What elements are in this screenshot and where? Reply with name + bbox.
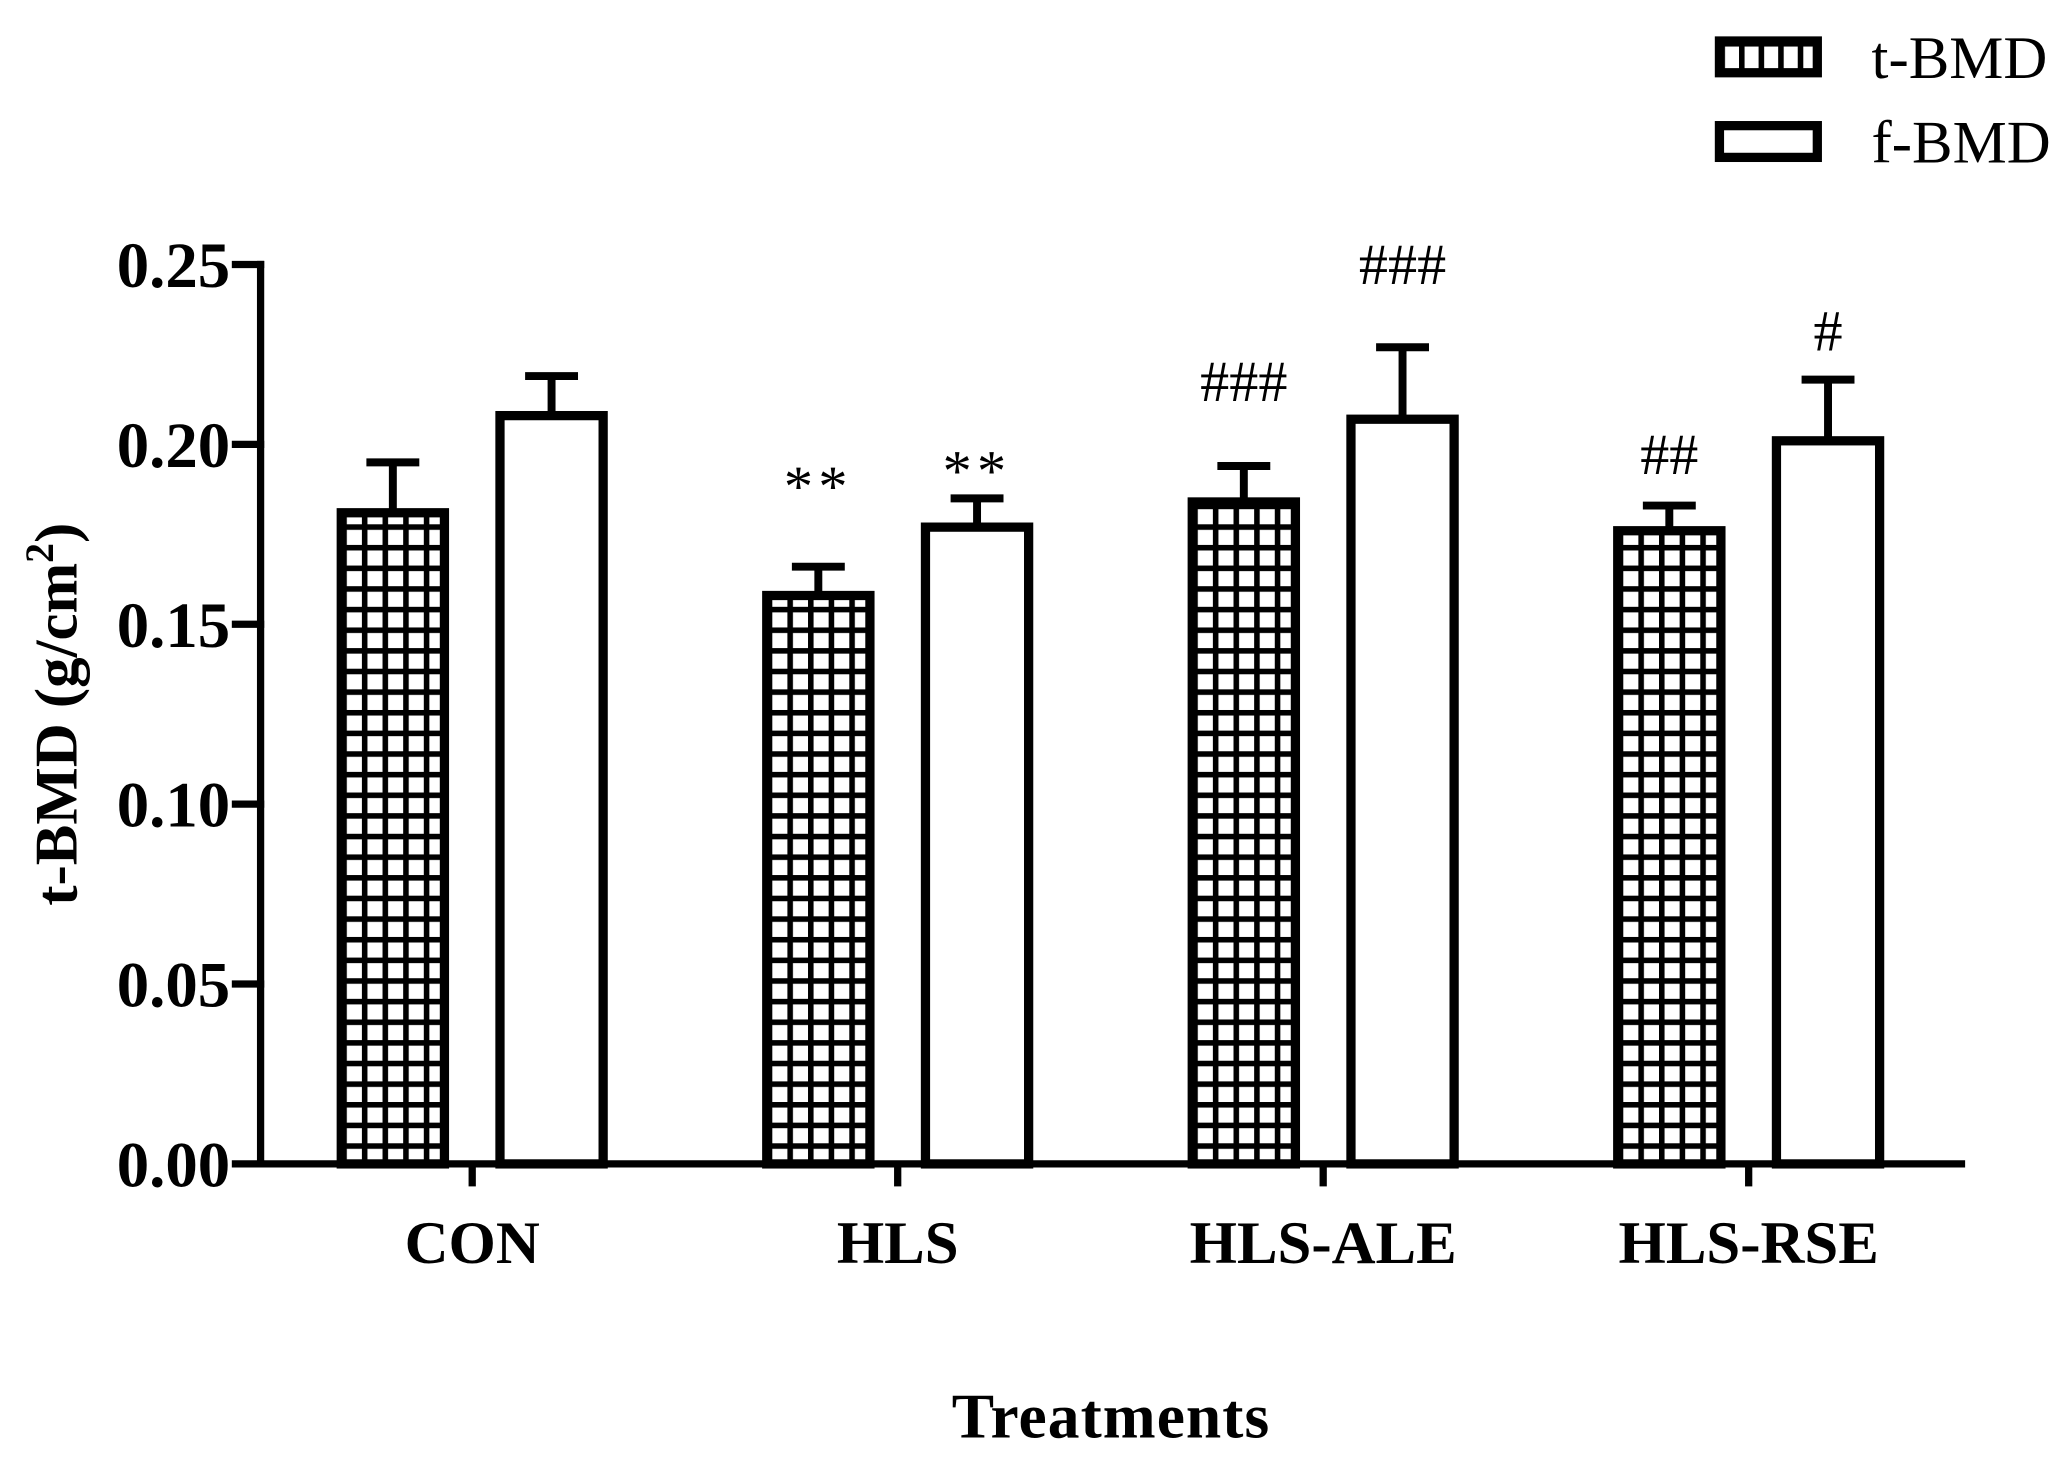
legend-swatch-f-bmd <box>1714 121 1822 163</box>
significance-mark-hls-rse-t-bmd: ## <box>1640 422 1698 487</box>
legend-label-t-bmd: t-BMD <box>1872 25 2048 92</box>
y-tick-label: 0.15 <box>117 590 230 662</box>
x-axis-title: Treatments <box>952 1381 1270 1452</box>
x-ticks: CON HLS HLS-ALE HLS-RSE <box>405 1163 1879 1277</box>
error-bar-hls-f-bmd <box>950 494 1004 528</box>
bar-con-f-bmd <box>495 410 608 1169</box>
significance-mark-hls-ale-t-bmd: ### <box>1200 349 1287 414</box>
legend: t-BMD f-BMD <box>1714 25 2051 177</box>
legend-item-f-bmd: f-BMD <box>1714 110 2051 177</box>
bar-hls-f-bmd <box>920 522 1034 1169</box>
bar-hls-rse-f-bmd <box>1771 436 1885 1169</box>
error-bar-con-t-bmd <box>366 458 420 513</box>
error-bar-con-f-bmd <box>525 372 579 416</box>
x-tick-label-con: CON <box>405 1210 540 1277</box>
bar-con-t-bmd <box>336 508 450 1169</box>
significance-mark-hls-rse-f-bmd: # <box>1813 299 1842 364</box>
bar-hls-rse-t-bmd <box>1613 526 1726 1169</box>
bar-hls-t-bmd <box>762 590 875 1169</box>
bar-hls-ale-t-bmd <box>1187 497 1301 1169</box>
y-axis-title-superscript: 2 <box>18 543 62 563</box>
bar-hls-ale-f-bmd <box>1346 414 1459 1169</box>
y-tick-label: 0.25 <box>117 230 230 302</box>
y-tick-label: 0.20 <box>117 410 230 482</box>
significance-mark-hls-t-bmd: ** <box>784 454 853 519</box>
error-bar-hls-ale-t-bmd <box>1217 462 1271 502</box>
error-bar-hls-t-bmd <box>791 562 845 596</box>
y-axis-title-suffix: ) <box>24 523 91 543</box>
error-bar-hls-rse-t-bmd <box>1642 501 1696 531</box>
y-tick-label: 0.00 <box>117 1129 230 1201</box>
significance-annotations: **#####**#### <box>784 232 1843 519</box>
y-axis-title: t-BMD (g/cm2) <box>18 523 91 906</box>
y-tick-label: 0.10 <box>117 770 230 842</box>
x-tick-label-hls: HLS <box>837 1210 959 1277</box>
error-bar-hls-ale-f-bmd <box>1376 343 1429 420</box>
axes <box>256 260 1966 1168</box>
significance-mark-hls-f-bmd: ** <box>943 438 1012 503</box>
error-bar-hls-rse-f-bmd <box>1801 375 1855 441</box>
y-tick-label: 0.05 <box>117 950 230 1022</box>
y-axis-title-text: t-BMD (g/cm <box>24 563 91 906</box>
legend-item-t-bmd: t-BMD <box>1714 25 2048 92</box>
x-tick-label-hls-rse: HLS-RSE <box>1619 1210 1879 1277</box>
legend-swatch-t-bmd <box>1714 36 1822 78</box>
y-ticks: 0.00 0.05 0.10 0.15 0.20 0.25 <box>117 230 265 1201</box>
legend-label-f-bmd: f-BMD <box>1872 110 2051 177</box>
error-bars-layer <box>366 343 1855 596</box>
significance-mark-hls-ale-f-bmd: ### <box>1359 232 1446 297</box>
x-tick-label-hls-ale: HLS-ALE <box>1190 1210 1457 1277</box>
